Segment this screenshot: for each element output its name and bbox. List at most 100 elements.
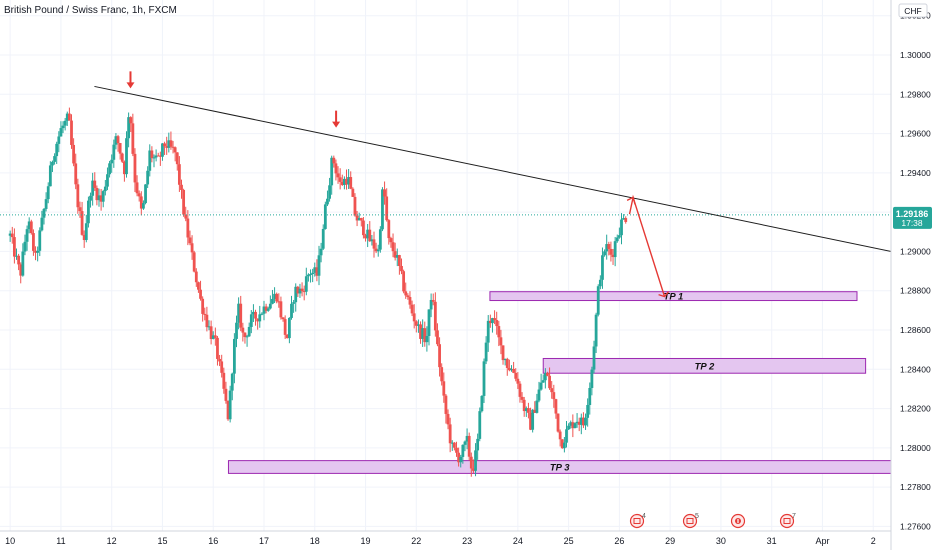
- candle-body: [34, 250, 37, 253]
- candle-body: [150, 150, 154, 159]
- y-tick-label: 1.27600: [900, 521, 931, 531]
- candle-body: [173, 147, 177, 153]
- candle-body: [125, 138, 128, 175]
- candle-body: [165, 146, 169, 148]
- candle-body: [510, 368, 513, 371]
- tp-zone-label: TP 1: [664, 292, 684, 303]
- candle-body: [569, 422, 573, 426]
- candle-body: [241, 327, 245, 333]
- candle-body: [607, 244, 611, 249]
- candle-body: [539, 382, 543, 390]
- candle-body: [230, 373, 234, 391]
- candle-body: [67, 113, 71, 121]
- candle-body: [17, 255, 21, 265]
- candle-body: [80, 211, 84, 235]
- candle-body: [260, 313, 264, 315]
- candle-body: [491, 318, 494, 324]
- candle-body: [522, 399, 526, 412]
- x-tick-label: 22: [411, 536, 421, 546]
- candle-body: [10, 233, 14, 238]
- candle-body: [387, 220, 391, 239]
- currency-label: CHF: [904, 6, 921, 16]
- last-price-tag: 1.29186 17:38: [893, 206, 932, 229]
- candle-body: [554, 399, 558, 414]
- candle-body: [249, 314, 253, 327]
- candle-body: [180, 184, 183, 190]
- candle-body: [23, 241, 27, 252]
- event-marker-count: 4: [642, 513, 646, 520]
- candle-body: [406, 295, 410, 298]
- calendar-event-icon[interactable]: 4: [629, 513, 647, 529]
- candle-body: [573, 423, 577, 429]
- x-tick-label: 15: [157, 536, 167, 546]
- candle-body: [349, 177, 353, 189]
- candle-body: [402, 271, 406, 292]
- candle-body: [36, 250, 40, 253]
- candle-body: [567, 425, 571, 430]
- x-tick-label: 16: [208, 536, 218, 546]
- alert-circle-icon[interactable]: [730, 513, 746, 529]
- candle-body: [203, 313, 207, 315]
- candle-body: [89, 195, 92, 201]
- tp-zones: TP 1 TP 2 TP 3: [227, 291, 892, 474]
- candle-body: [292, 302, 296, 304]
- candle-body: [254, 311, 257, 319]
- candle-body: [507, 367, 511, 371]
- candle-body: [101, 191, 105, 202]
- calendar-event-icon[interactable]: 5: [682, 513, 700, 529]
- candle-body: [397, 255, 401, 266]
- candle-body: [258, 314, 262, 322]
- event-markers[interactable]: 4 5 7: [629, 513, 797, 529]
- projection-arrowhead-icon: [626, 196, 636, 205]
- candle-body: [342, 178, 346, 185]
- candle-body: [622, 218, 626, 220]
- candle-body: [317, 255, 321, 276]
- candle-body: [108, 163, 111, 175]
- candle-body: [370, 239, 374, 242]
- candle-body: [309, 274, 312, 276]
- candle-body: [499, 337, 503, 346]
- candle-body: [32, 233, 35, 251]
- candle-body: [615, 237, 619, 242]
- candle-body: [560, 439, 564, 449]
- candle-body: [287, 317, 291, 339]
- x-tick-label: 19: [361, 536, 371, 546]
- candle-body: [245, 336, 249, 338]
- candle-body: [353, 196, 357, 216]
- candle-body: [334, 163, 338, 174]
- candle-body: [42, 208, 46, 218]
- x-tick-label: 24: [513, 536, 523, 546]
- candle-body: [209, 326, 213, 339]
- candle-body: [281, 317, 285, 320]
- candle-body: [131, 123, 135, 154]
- y-tick-label: 1.29400: [900, 168, 931, 178]
- projection-end-arrowhead-icon: [658, 291, 670, 298]
- candle-body: [197, 282, 200, 290]
- candle-body: [106, 174, 109, 187]
- candle-body: [319, 248, 323, 256]
- x-tick-label: 29: [665, 536, 675, 546]
- candle-body: [484, 342, 488, 362]
- candle-body: [446, 413, 450, 425]
- candle-body: [220, 361, 224, 373]
- candle-body: [53, 156, 56, 162]
- candle-body: [207, 326, 211, 328]
- chart-title: British Pound / Swiss Franc, 1h, FXCM: [4, 5, 177, 16]
- candle-body: [190, 243, 194, 253]
- candle-body: [448, 424, 452, 444]
- calendar-event-icon[interactable]: 7: [779, 513, 797, 529]
- candle-body: [579, 417, 583, 425]
- candle-body: [142, 203, 145, 209]
- candle-body: [127, 117, 131, 139]
- y-tick-label: 1.28400: [900, 364, 931, 374]
- candle-body: [336, 173, 340, 178]
- resistance-trendline[interactable]: [94, 85, 892, 252]
- candle-body: [381, 189, 384, 230]
- y-tick-label: 1.28800: [900, 286, 931, 296]
- candle-body: [199, 289, 202, 299]
- candle-body: [444, 395, 448, 414]
- candle-body: [355, 215, 359, 221]
- candle-body: [562, 442, 566, 449]
- event-marker-calendar: [783, 518, 791, 524]
